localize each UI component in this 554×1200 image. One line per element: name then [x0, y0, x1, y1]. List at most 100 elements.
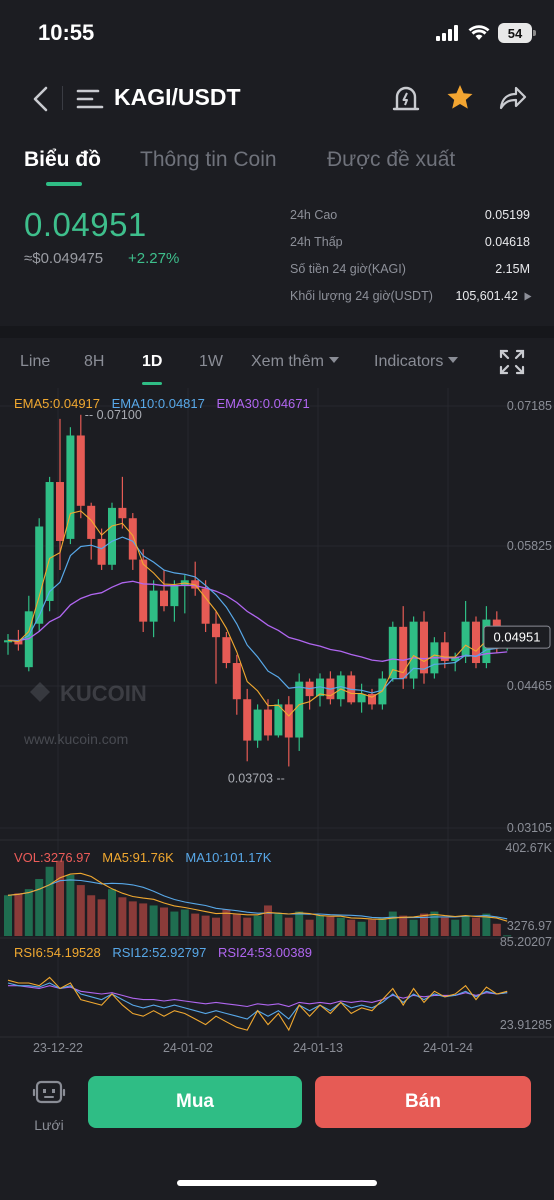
section-divider — [0, 326, 554, 338]
volume-bar — [222, 909, 231, 936]
volume-bar — [264, 905, 272, 936]
interval-8h[interactable]: 8H — [84, 353, 105, 370]
favorite-star-icon[interactable] — [444, 82, 476, 114]
tab-chart[interactable]: Biểu đồ — [24, 148, 101, 171]
stat-value: 2.15M — [495, 262, 530, 276]
stat-row: Số tiền 24 giờ(KAGI) 2.15M — [290, 262, 532, 289]
vol-ma10-legend: MA10:101.17K — [185, 850, 272, 865]
candle-body — [451, 656, 460, 661]
volume-bar — [212, 917, 220, 936]
more-intervals-dropdown[interactable]: Xem thêm — [251, 353, 339, 371]
page-tabs: Biểu đồ Thông tin Coin Được đề xuất — [0, 140, 554, 190]
candle-body — [461, 621, 470, 657]
candle-body — [118, 507, 127, 519]
candle-body — [440, 642, 449, 661]
indicators-dropdown[interactable]: Indicators — [374, 353, 459, 371]
x-axis-label: 24-01-02 — [163, 1041, 213, 1055]
x-axis-label: 24-01-24 — [423, 1041, 473, 1055]
price-alert-icon[interactable] — [390, 82, 422, 114]
fullscreen-icon[interactable] — [498, 348, 526, 376]
volume-bar — [4, 895, 12, 936]
caret-down-icon — [448, 357, 459, 363]
caret-down-icon — [328, 357, 339, 363]
rsi12-line — [7, 982, 508, 1020]
stat-label: 24h Cao — [290, 208, 338, 222]
volume-bar — [24, 889, 33, 936]
max-price-marker: -- 0.07100 — [85, 408, 142, 422]
chart-area[interactable]: KUCOIN www.kucoin.com -- 0.07100 0.03703 --… — [0, 388, 554, 1064]
candle-body — [35, 526, 44, 624]
volume-bar — [274, 913, 283, 936]
bottom-action-bar: Lưới Mua Bán — [0, 1066, 554, 1200]
volume-bar — [160, 907, 168, 936]
robot-icon — [32, 1080, 66, 1104]
candle-body — [160, 590, 168, 607]
stat-label: Số tiền 24 giờ(KAGI) — [290, 262, 406, 276]
kucoin-watermark — [30, 682, 50, 702]
toggle-triangle-icon[interactable] — [524, 292, 532, 301]
usd-price: ≈$0.049475 — [24, 250, 104, 267]
price-axis-label: 0.04465 — [507, 679, 552, 693]
candle-body — [201, 588, 210, 624]
rsi6-legend: RSI6:54.19528 — [14, 945, 101, 960]
x-axis-label: 23-12-22 — [33, 1041, 83, 1055]
back-icon[interactable] — [26, 82, 56, 116]
volume-bar — [430, 911, 439, 936]
price-change: +2.27% — [128, 250, 180, 267]
candle-body — [139, 559, 148, 622]
candle-body — [87, 505, 96, 539]
interval-line[interactable]: Line — [20, 353, 51, 370]
volume-bar — [482, 913, 491, 936]
volume-bar — [253, 915, 262, 936]
volume-bar — [180, 909, 189, 936]
ema5-legend: EMA5:0.04917 — [14, 396, 101, 411]
volume-bar — [35, 878, 44, 936]
stat-label: Khối lượng 24 giờ(USDT) — [290, 289, 433, 303]
kline-chart[interactable]: KUCOIN www.kucoin.com -- 0.07100 0.03703 --… — [0, 388, 554, 1064]
candle-body — [97, 538, 106, 565]
volume-bar — [170, 911, 179, 936]
volume-bar — [399, 915, 408, 936]
volume-bar — [243, 917, 252, 936]
last-price: 0.04951 — [24, 206, 147, 243]
interval-1w[interactable]: 1W — [199, 353, 223, 370]
ema30-legend: EMA30:0.04671 — [216, 396, 310, 411]
sell-button[interactable]: Bán — [315, 1076, 531, 1128]
volume-bar — [420, 913, 428, 936]
ema-legend: EMA5:0.04917 EMA10:0.04817 EMA30:0.04671 — [14, 396, 310, 411]
tab-coin-info[interactable]: Thông tin Coin — [140, 148, 277, 171]
volume-bar — [440, 917, 449, 936]
rsi-axis-label: 85.20207 — [500, 935, 552, 949]
tab-recommended[interactable]: Được đề xuất — [327, 148, 456, 171]
share-icon[interactable] — [496, 82, 528, 114]
candle-body — [284, 704, 293, 738]
candle-body — [274, 704, 283, 736]
candle-body — [336, 675, 345, 700]
grid-bot-button[interactable]: Lưới — [26, 1078, 72, 1133]
price-axis-label: 0.07185 — [507, 399, 552, 413]
stat-value: 105,601.42 — [455, 289, 518, 303]
candle-body — [45, 482, 54, 601]
interval-1d[interactable]: 1D — [142, 353, 163, 370]
stat-row[interactable]: Khối lượng 24 giờ(USDT) 105,601.42 — [290, 289, 532, 316]
candle-body — [472, 621, 480, 664]
stat-label: 24h Thấp — [290, 235, 343, 249]
buy-button[interactable]: Mua — [88, 1076, 302, 1128]
volume-bar — [368, 919, 376, 936]
volume-bar — [284, 917, 293, 936]
volume-bar — [97, 899, 106, 936]
candle-body — [409, 621, 418, 679]
vol-ma5-line — [7, 872, 508, 922]
candle-body — [399, 626, 408, 679]
home-indicator[interactable] — [177, 1180, 377, 1186]
rsi24-legend: RSI24:53.00389 — [217, 945, 312, 960]
more-label: Xem thêm — [251, 353, 324, 370]
pair-menu-icon[interactable] — [76, 86, 104, 112]
candle-body — [14, 640, 23, 645]
volume-bar — [45, 866, 54, 936]
ema10-line — [7, 536, 508, 694]
stat-value: 0.05199 — [484, 208, 530, 222]
nav-header: KAGI/USDT — [0, 68, 554, 130]
candle-body — [388, 626, 397, 679]
pair-title[interactable]: KAGI/USDT — [114, 84, 241, 110]
